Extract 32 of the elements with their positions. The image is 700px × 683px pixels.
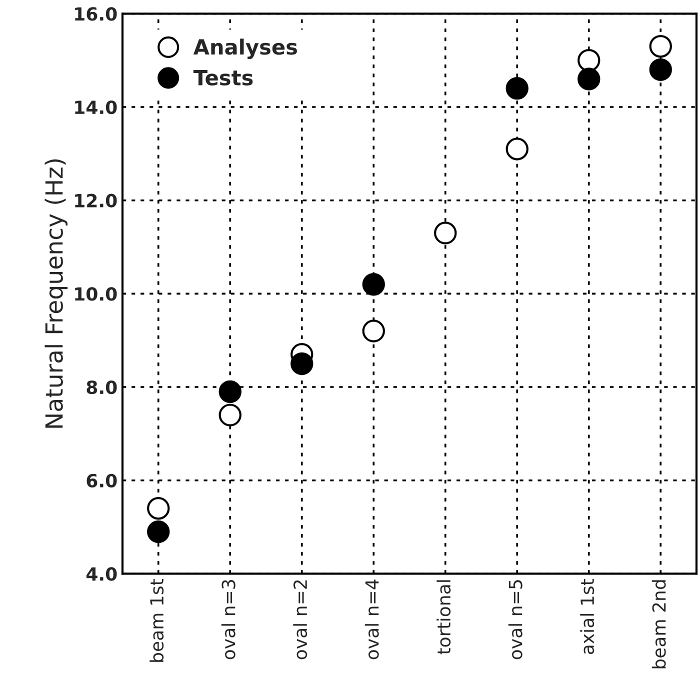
- x-tick-label: oval n=2: [293, 580, 308, 660]
- point: [147, 520, 170, 544]
- y-tick-label: 10.0: [75, 287, 117, 301]
- y-axis-title: Natural Frequency (Hz): [44, 159, 68, 428]
- point: [506, 76, 528, 100]
- x-tick-label: tortional: [436, 580, 451, 654]
- point: [362, 273, 385, 296]
- x-tick-label: beam 2nd: [652, 580, 666, 668]
- point: [218, 380, 242, 404]
- legend-label: Analyses: [193, 38, 298, 59]
- point: [147, 497, 170, 520]
- point: [649, 58, 672, 82]
- point: [649, 34, 672, 58]
- point: [218, 404, 242, 426]
- point: [578, 48, 600, 72]
- x-tick-label: axial 1st: [580, 579, 594, 654]
- y-tick-label: 8.0: [86, 380, 117, 394]
- y-tick-label: 4.0: [86, 567, 117, 581]
- y-tick-label: 14.0: [75, 100, 117, 114]
- x-tick-label: oval n=5: [508, 580, 522, 660]
- y-tick-label: 16.0: [75, 7, 117, 21]
- point: [362, 320, 385, 342]
- legend-label: Tests: [193, 70, 253, 86]
- point: [290, 352, 314, 376]
- point: [506, 138, 528, 160]
- x-tick-label: oval n=3: [221, 580, 236, 660]
- point: [578, 68, 600, 90]
- x-tick-label: oval n=4: [364, 580, 379, 660]
- x-tick-label: beam 1st: [150, 579, 164, 662]
- y-tick-label: 6.0: [86, 474, 117, 488]
- point: [434, 222, 457, 244]
- y-tick-label: 12.0: [75, 194, 117, 208]
